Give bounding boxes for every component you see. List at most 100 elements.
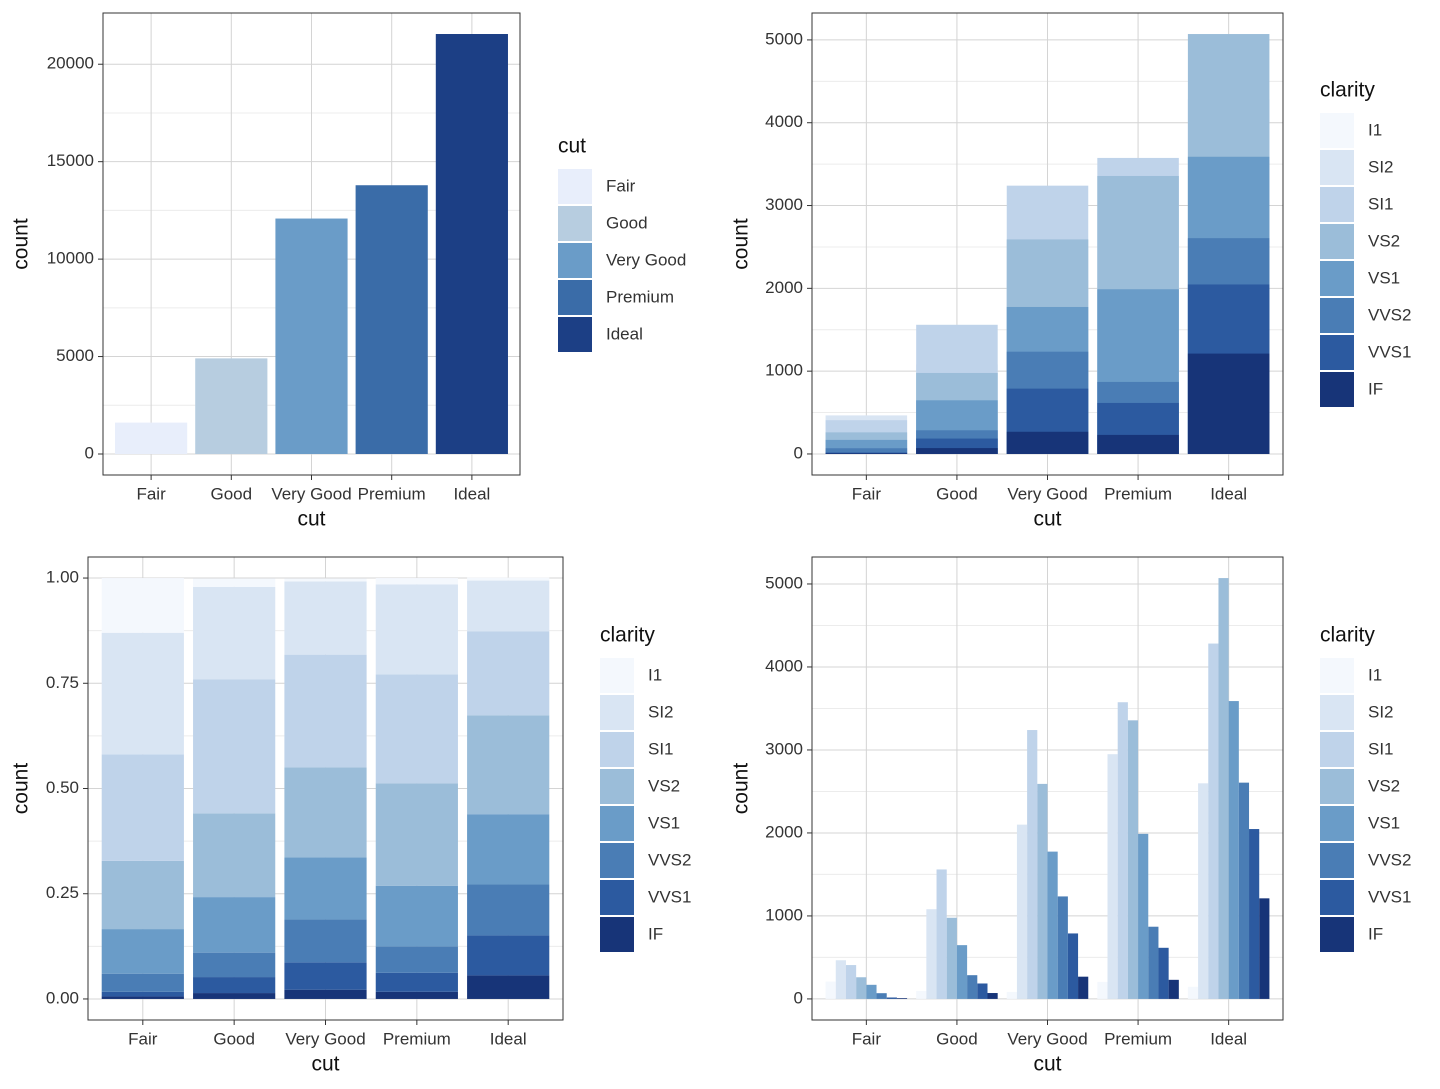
- bar-segment: [375, 584, 458, 675]
- bar: [936, 869, 947, 999]
- legend-key: [600, 806, 634, 841]
- y-tick-label: 0: [794, 443, 803, 462]
- x-tick-label: Ideal: [1210, 1029, 1247, 1048]
- bar: [1138, 833, 1149, 999]
- legend-label: Very Good: [606, 250, 686, 269]
- bar: [896, 998, 908, 999]
- y-tick-label: 0.00: [46, 988, 79, 1007]
- bar-segment: [467, 814, 550, 885]
- bar: [1198, 783, 1209, 999]
- legend-key: [1320, 732, 1354, 767]
- legend-label: SI2: [648, 702, 674, 721]
- bar: [1027, 730, 1038, 999]
- bar: [1097, 981, 1108, 999]
- bar: [926, 909, 937, 999]
- bar-segment: [193, 897, 276, 953]
- bar: [1006, 431, 1089, 454]
- y-tick-label: 10000: [47, 249, 94, 268]
- y-tick-label: 2000: [765, 278, 803, 297]
- bar-segment: [284, 767, 367, 858]
- bar: [1097, 434, 1179, 454]
- bar: [866, 984, 877, 999]
- bar-segment: [284, 581, 367, 655]
- y-tick-label: 0: [794, 988, 803, 1007]
- bar: [876, 993, 887, 999]
- x-tick-label: Very Good: [1007, 1029, 1087, 1048]
- legend-key: [1320, 150, 1354, 185]
- y-axis-title: count: [730, 218, 753, 270]
- legend-key: [558, 169, 592, 204]
- legend-label: VS2: [648, 776, 680, 795]
- legend-title: clarity: [600, 624, 655, 647]
- bar-segment: [284, 857, 367, 920]
- x-axis-title: cut: [1033, 508, 1061, 531]
- bar: [1228, 701, 1239, 999]
- legend-key: [1320, 917, 1354, 952]
- bar: [916, 990, 927, 999]
- y-tick-label: 0.25: [46, 883, 79, 902]
- legend-key: [1320, 298, 1354, 333]
- bar-segment: [467, 577, 550, 581]
- y-tick-label: 0.50: [46, 778, 79, 797]
- bar: [1168, 979, 1179, 999]
- legend-label: VVS1: [1368, 887, 1411, 906]
- y-tick-label: 5000: [765, 29, 803, 48]
- bar-segment: [193, 679, 276, 814]
- x-tick-label: Good: [936, 1029, 978, 1048]
- legend-label: IF: [1368, 924, 1383, 943]
- bar: [115, 422, 188, 454]
- bar-segment: [467, 975, 550, 999]
- bar-segment: [284, 989, 367, 999]
- legend-label: I1: [1368, 665, 1382, 684]
- bar: [977, 983, 988, 999]
- legend-key: [1320, 187, 1354, 222]
- bar-segment: [101, 973, 184, 992]
- y-tick-label: 4000: [765, 656, 803, 675]
- y-axis-title: count: [10, 218, 33, 270]
- legend-label: VVS1: [648, 887, 691, 906]
- legend-label: SI2: [1368, 157, 1394, 176]
- legend-key: [558, 243, 592, 278]
- legend-key: [1320, 658, 1354, 693]
- legend-key: [1320, 113, 1354, 148]
- bar: [825, 981, 836, 999]
- bar: [946, 917, 957, 999]
- bar: [1047, 851, 1058, 999]
- bar-segment: [101, 632, 184, 755]
- bar-segment: [284, 654, 367, 768]
- bar: [1259, 898, 1270, 999]
- x-axis-title: cut: [311, 1053, 339, 1076]
- bar: [835, 960, 846, 999]
- bar-segment: [375, 783, 458, 886]
- y-tick-label: 0.75: [46, 673, 79, 692]
- bar: [1016, 824, 1028, 999]
- bar-segment: [193, 578, 276, 587]
- y-axis-title: count: [730, 763, 753, 815]
- bar: [967, 975, 978, 999]
- bar: [1078, 976, 1089, 999]
- legend-label: I1: [648, 665, 662, 684]
- x-tick-label: Ideal: [1210, 484, 1247, 503]
- bar-segment: [101, 991, 184, 997]
- x-tick-label: Premium: [1104, 484, 1172, 503]
- bar-segment: [467, 715, 550, 815]
- legend-key: [558, 280, 592, 315]
- legend-key: [1320, 224, 1354, 259]
- legend-label: Premium: [606, 287, 674, 306]
- legend-key: [558, 206, 592, 241]
- bar: [1127, 720, 1139, 999]
- bar-segment: [101, 996, 184, 999]
- y-tick-label: 5000: [56, 346, 94, 365]
- bar-segment: [101, 754, 184, 861]
- bar: [825, 453, 908, 454]
- bar: [1037, 783, 1048, 999]
- x-tick-label: Premium: [358, 484, 426, 503]
- bar: [1187, 986, 1199, 999]
- legend-key: [600, 843, 634, 878]
- bar: [956, 945, 968, 999]
- bar-segment: [193, 586, 276, 680]
- legend-key: [600, 880, 634, 915]
- x-tick-label: Premium: [383, 1029, 451, 1048]
- y-axis-title: count: [10, 763, 33, 815]
